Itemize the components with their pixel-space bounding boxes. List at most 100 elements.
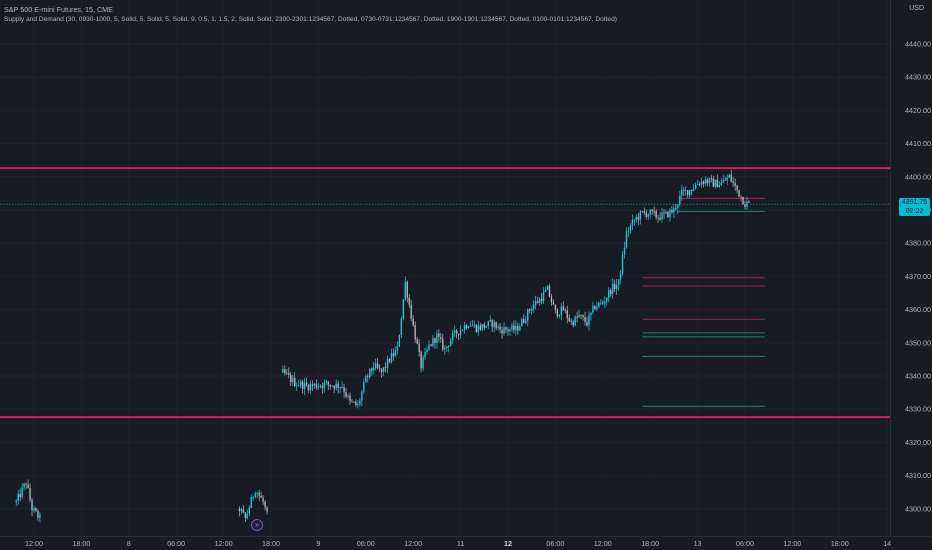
candle-body [716,179,719,188]
candle-body [742,196,744,205]
candle-body [710,178,713,180]
candle-body [519,326,521,331]
candle-body [529,309,531,311]
candle-body [355,401,357,406]
candle-body [736,185,738,190]
candle-body [473,324,476,326]
candle-body [325,381,327,383]
price-tick-label: 4330.00 [905,405,931,414]
candle-body [35,508,37,512]
candle-body [621,254,624,274]
candle-body [361,391,363,401]
candle-body [728,174,730,178]
candle-body [523,319,525,323]
time-tick-label: 12:00 [215,539,233,548]
candle-body [15,500,17,503]
candle-body [683,189,685,191]
candle-body [452,332,454,341]
candle-body [708,178,711,183]
candle-body [623,247,626,255]
candle-body [726,177,728,181]
candle-body [485,326,487,328]
candle-body [21,487,23,498]
candle-body [337,383,339,388]
candle-body [527,309,529,321]
candle-body [386,358,389,368]
candle-body [446,346,448,348]
candle-body [266,507,268,512]
candle-body [481,324,484,330]
candle-body [248,507,250,514]
candle-body [418,343,420,352]
candle-body [665,211,667,214]
candle-body [590,312,592,316]
candle-body [540,298,543,302]
candle-body [343,387,345,393]
time-tick-label: 12:00 [594,539,612,548]
candle-body [663,212,665,214]
candle-body [471,325,474,327]
candle-body [645,212,647,217]
candle-body [469,325,472,327]
candle-body [611,283,614,294]
last-price-value: 4391.75 [901,199,928,206]
time-tick-label: 12:00 [783,539,801,548]
candle-body [732,181,734,183]
candle-body [564,310,566,312]
candle-body [712,178,715,187]
candles[interactable] [15,169,750,523]
candle-body [531,308,533,311]
candle-body [367,375,369,377]
candle-body [297,385,300,387]
candle-body [507,329,509,332]
candle-body [242,509,245,513]
candle-body [681,189,683,196]
chart-title[interactable]: S&P 500 E-mini Futures, 15, CME [4,5,113,14]
candle-body [465,325,468,329]
candle-body [515,325,517,331]
last-price-tag: 4391.75 02:22 [899,198,930,216]
candle-body [327,381,329,385]
candle-body [493,322,495,327]
candle-body [720,182,722,185]
candle-body [669,209,671,218]
candle-body [635,217,638,220]
candle-body [477,325,480,333]
candle-body [566,310,568,318]
double-chevron-right-icon[interactable]: » [251,519,263,531]
candle-body [704,179,707,184]
time-tick-label: 12 [504,539,512,548]
time-tick-label: 8 [127,539,131,548]
indicator-label[interactable]: Supply and Demand (30, 0930-1000, 5, Sol… [4,16,617,23]
candle-body [685,190,687,191]
candle-body [422,357,424,369]
candle-body [746,201,748,207]
candle-body [572,321,574,326]
candle-body [369,368,371,377]
candle-body [698,184,701,186]
candle-body [25,483,27,485]
candle-body [503,327,505,334]
candle-body [400,318,403,336]
candle-body [319,385,322,387]
candle-body [586,321,588,326]
candle-body [521,319,523,327]
candle-body [483,324,485,328]
candle-body [396,346,399,351]
candle-body [31,500,33,511]
candle-body [380,368,383,373]
candle-body [619,273,622,280]
candle-body [489,319,491,322]
candle-body [392,353,395,356]
candle-body [534,301,537,305]
candle-body [376,363,379,368]
candle-body [331,385,333,387]
time-tick-label: 12:00 [25,539,43,548]
candle-body [604,301,606,304]
price-tick-label: 4420.00 [905,106,931,115]
candle-body [738,189,740,197]
time-tick-label: 06:00 [546,539,564,548]
